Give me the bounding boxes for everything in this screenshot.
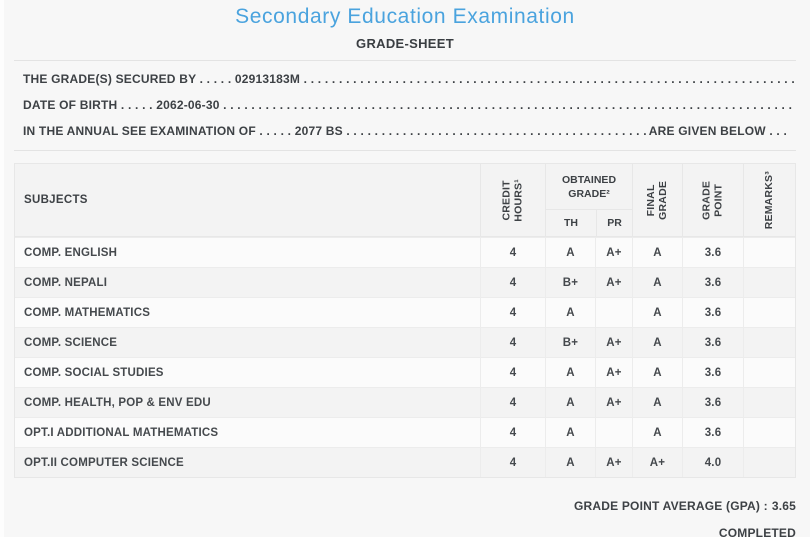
remarks-cell <box>743 298 795 327</box>
remarks-cell <box>743 238 795 267</box>
obtained-grade-header-label: OBTAINED GRADE² <box>546 164 632 210</box>
pr-grade-cell <box>595 418 632 447</box>
grade-point-cell: 3.6 <box>682 268 743 297</box>
th-grade-cell: B+ <box>545 268 595 297</box>
results-footer: GRADE POINT AVERAGE (GPA) :3.65 COMPLETE… <box>14 499 796 537</box>
pr-grade-cell: A+ <box>595 388 632 417</box>
credit-hours-cell: 4 <box>480 298 545 327</box>
subjects-header: SUBJECTS <box>15 164 480 236</box>
subject-cell: COMP. MATHEMATICS <box>24 306 151 319</box>
info-are-given-below-text: ARE GIVEN BELOW . . . <box>648 124 787 138</box>
page-subtitle: GRADE-SHEET <box>356 36 454 51</box>
final-grade-cell: A <box>632 238 682 267</box>
remarks-cell <box>743 448 795 477</box>
table-row: COMP. ENGLISH 4 A A+ A 3.6 <box>15 237 795 267</box>
table-row: OPT.II COMPUTER SCIENCE 4 A A+ A+ 4.0 <box>15 447 795 477</box>
table-row: COMP. NEPALI 4 B+ A+ A 3.6 <box>15 267 795 297</box>
table-row: COMP. SOCIAL STUDIES 4 A A+ A 3.6 <box>15 357 795 387</box>
subject-cell: COMP. SOCIAL STUDIES <box>24 366 164 379</box>
pr-grade-cell <box>595 298 632 327</box>
credit-hours-cell: 4 <box>480 238 545 267</box>
credit-hours-header-label: CREDIT HOURS¹ <box>500 178 525 222</box>
table-row: COMP. MATHEMATICS 4 A A 3.6 <box>15 297 795 327</box>
subject-cell: OPT.II COMPUTER SCIENCE <box>24 456 184 469</box>
final-grade-cell: A <box>632 418 682 447</box>
grade-point-cell: 3.6 <box>682 298 743 327</box>
grade-point-header: GRADE POINT <box>682 164 743 236</box>
th-grade-cell: A <box>545 448 595 477</box>
subject-cell: COMP. HEALTH, POP & ENV EDU <box>24 396 211 409</box>
th-grade-cell: A <box>545 388 595 417</box>
info-examination-text: IN THE ANNUAL SEE EXAMINATION OF . . . .… <box>23 124 649 138</box>
grades-table: SUBJECTS CREDIT HOURS¹ OBTAINED GRADE² T… <box>14 163 796 478</box>
info-line-secured-by: THE GRADE(S) SECURED BY . . . . . 029131… <box>23 72 796 86</box>
obtained-grade-header: OBTAINED GRADE² TH PR <box>545 164 632 236</box>
gpa-label: GRADE POINT AVERAGE (GPA) : <box>573 499 768 513</box>
credit-hours-cell: 4 <box>480 268 545 297</box>
th-grade-cell: A <box>545 238 595 267</box>
info-line-date-of-birth: DATE OF BIRTH . . . . . 2062-06-30 . . .… <box>23 98 796 112</box>
remarks-header-label: REMARKS³ <box>763 170 776 230</box>
credit-hours-header: CREDIT HOURS¹ <box>480 164 545 236</box>
remarks-cell <box>743 328 795 357</box>
grade-point-header-label: GRADE POINT <box>700 180 725 220</box>
subject-cell: COMP. SCIENCE <box>24 336 118 349</box>
remarks-cell <box>743 418 795 447</box>
pr-grade-cell: A+ <box>595 358 632 387</box>
th-grade-cell: A <box>545 358 595 387</box>
remarks-cell <box>743 268 795 297</box>
credit-hours-cell: 4 <box>480 328 545 357</box>
subject-cell: COMP. NEPALI <box>24 276 108 289</box>
candidate-info-box: THE GRADE(S) SECURED BY . . . . . 029131… <box>14 60 796 151</box>
grade-point-cell: 3.6 <box>682 328 743 357</box>
th-grade-cell: A <box>545 418 595 447</box>
table-row: COMP. HEALTH, POP & ENV EDU 4 A A+ A 3.6 <box>15 387 795 417</box>
final-grade-header-label: FINAL GRADE <box>645 180 670 220</box>
th-header: TH <box>564 217 578 229</box>
pr-header: PR <box>596 210 632 236</box>
final-grade-cell: A <box>632 328 682 357</box>
final-grade-cell: A+ <box>632 448 682 477</box>
credit-hours-cell: 4 <box>480 358 545 387</box>
remarks-header: REMARKS³ <box>743 164 795 236</box>
remarks-cell <box>743 388 795 417</box>
left-edge-strip <box>0 0 4 537</box>
credit-hours-cell: 4 <box>480 448 545 477</box>
subject-cell: COMP. ENGLISH <box>24 246 118 259</box>
th-grade-cell: B+ <box>545 328 595 357</box>
final-grade-header: FINAL GRADE <box>632 164 682 236</box>
final-grade-cell: A <box>632 388 682 417</box>
info-line-examination: IN THE ANNUAL SEE EXAMINATION OF . . . .… <box>14 118 796 144</box>
final-grade-cell: A <box>632 358 682 387</box>
subjects-header-label: SUBJECTS <box>24 194 88 206</box>
credit-hours-cell: 4 <box>480 418 545 447</box>
gpa-line: GRADE POINT AVERAGE (GPA) :3.65 <box>14 499 796 513</box>
page-title: Secondary Education Examination <box>235 5 575 28</box>
pr-grade-cell: A+ <box>595 448 632 477</box>
grades-table-body: COMP. ENGLISH 4 A A+ A 3.6 COMP. NEPALI … <box>15 237 795 477</box>
gpa-value: 3.65 <box>771 499 796 513</box>
final-grade-cell: A <box>632 268 682 297</box>
table-row: OPT.I ADDITIONAL MATHEMATICS 4 A A 3.6 <box>15 417 795 447</box>
remarks-cell <box>743 358 795 387</box>
credit-hours-cell: 4 <box>480 388 545 417</box>
subject-cell: OPT.I ADDITIONAL MATHEMATICS <box>24 426 219 439</box>
final-grade-cell: A <box>632 298 682 327</box>
table-row: COMP. SCIENCE 4 B+ A+ A 3.6 <box>15 327 795 357</box>
pr-grade-cell: A+ <box>595 328 632 357</box>
grade-point-cell: 3.6 <box>682 418 743 447</box>
pr-grade-cell: A+ <box>595 238 632 267</box>
grade-point-cell: 4.0 <box>682 448 743 477</box>
grades-table-header: SUBJECTS CREDIT HOURS¹ OBTAINED GRADE² T… <box>15 164 795 237</box>
grade-point-cell: 3.6 <box>682 358 743 387</box>
grade-point-cell: 3.6 <box>682 238 743 267</box>
completion-status: COMPLETED <box>718 526 796 537</box>
th-grade-cell: A <box>545 298 595 327</box>
grade-point-cell: 3.6 <box>682 388 743 417</box>
pr-grade-cell: A+ <box>595 268 632 297</box>
